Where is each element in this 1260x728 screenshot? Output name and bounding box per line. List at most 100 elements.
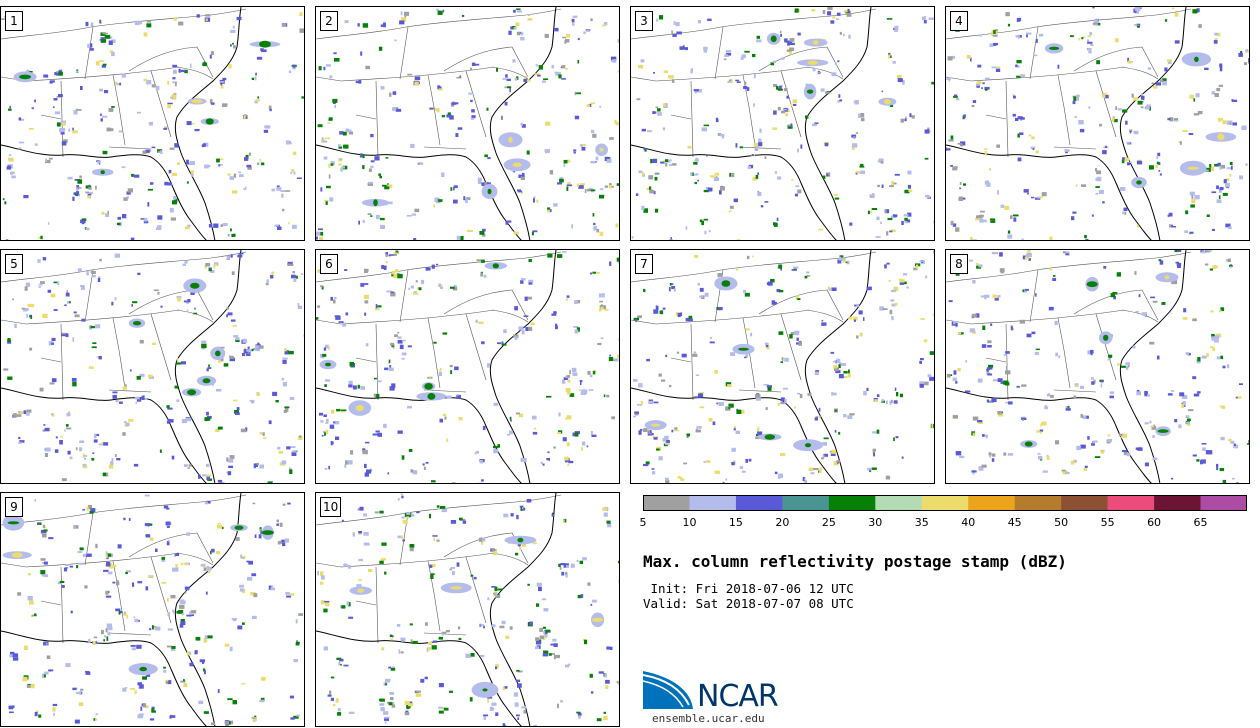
ncar-wordmark: NCAR <box>697 679 779 714</box>
state-boundary <box>108 632 152 636</box>
echo-pixel <box>406 215 412 217</box>
echo-pixel <box>187 467 190 469</box>
echo-pixel <box>887 217 893 221</box>
echo-pixel <box>41 674 44 679</box>
echo-pixel <box>518 683 521 687</box>
echo-pixel <box>619 338 620 340</box>
echo-pixel <box>994 297 999 301</box>
echo-pixel <box>1219 309 1222 313</box>
echo-pixel <box>1171 7 1175 10</box>
echo-pixel <box>163 505 169 509</box>
echo-pixel <box>1100 383 1103 388</box>
echo-pixel <box>1091 381 1095 385</box>
echo-pixel <box>1078 37 1081 41</box>
echo-pixel <box>449 364 453 368</box>
echo-pixel <box>201 340 207 344</box>
echo-pixel <box>985 434 988 439</box>
echo-pixel <box>1231 99 1238 102</box>
echo-pixel <box>136 644 142 649</box>
echo-pixel <box>319 581 324 585</box>
echo-pixel <box>76 691 82 694</box>
echo-pixel <box>847 373 851 378</box>
echo-pixel <box>590 272 592 275</box>
echo-pixel <box>260 162 265 166</box>
echo-pixel <box>34 143 38 146</box>
echo-pixel <box>1111 117 1115 122</box>
echo-cells <box>946 7 1249 240</box>
colorbar-segment <box>643 495 690 511</box>
echo-pixel <box>349 711 355 714</box>
echo-pixel <box>880 221 882 225</box>
echo-pixel <box>145 149 150 153</box>
echo-pixel <box>141 395 145 400</box>
echo-pixel <box>91 457 95 461</box>
echo-pixel <box>574 432 579 437</box>
echo-pixel <box>375 304 378 309</box>
echo-pixel <box>1155 82 1162 86</box>
echo-pixel <box>207 566 212 571</box>
echo-pixel <box>555 654 560 659</box>
echo-pixel <box>927 375 933 378</box>
echo-pixel <box>329 690 332 695</box>
echo-pixel <box>72 130 78 134</box>
echo-pixel <box>70 610 73 614</box>
echo-pixel <box>970 57 972 62</box>
echo-pixel <box>460 518 466 521</box>
echo-pixel <box>1038 455 1042 460</box>
echo-pixel <box>694 396 699 398</box>
echo-pixel <box>423 466 426 470</box>
echo-pixel <box>731 447 736 452</box>
state-boundary <box>176 309 214 323</box>
echo-pixel <box>152 625 154 630</box>
echo-pixel <box>647 130 652 133</box>
echo-pixel <box>773 84 777 87</box>
echo-pixel <box>72 687 77 691</box>
echo-pixel <box>1207 450 1213 455</box>
echo-pixel <box>107 631 111 636</box>
colorbar-segment <box>1200 495 1247 511</box>
echo-pixel <box>920 318 925 320</box>
echo-pixel <box>151 146 156 149</box>
echo-pixel <box>527 296 532 300</box>
echo-pixel <box>1122 157 1125 161</box>
echo-pixel <box>1225 223 1231 228</box>
echo-pixel <box>1218 188 1222 193</box>
echo-pixel <box>838 94 841 98</box>
echo-pixel <box>1036 196 1040 199</box>
echo-pixel <box>563 159 568 164</box>
echo-pixel <box>451 102 457 105</box>
echo-pixel <box>357 23 360 27</box>
echo-pixel <box>830 453 836 456</box>
echo-pixel <box>390 342 394 346</box>
echo-pixel <box>789 42 795 46</box>
echo-pixel <box>1137 447 1143 451</box>
echo-pixel <box>1123 452 1127 456</box>
echo-pixel <box>892 182 897 185</box>
echo-pixel <box>1092 7 1095 9</box>
echo-pixel <box>385 683 387 686</box>
echo-pixel <box>401 352 407 356</box>
echo-pixel <box>358 579 362 581</box>
state-boundary <box>1 319 27 325</box>
echo-pixel <box>521 124 526 128</box>
echo-pixel <box>1247 50 1249 53</box>
echo-pixel <box>590 603 593 606</box>
echo-pixel <box>235 412 240 415</box>
echo-pixel <box>904 118 907 122</box>
colorbar-outline <box>643 495 1247 511</box>
echo-pixel <box>372 433 378 436</box>
echo-pixel <box>591 434 597 437</box>
echo-pixel <box>54 72 59 76</box>
echo-pixel <box>226 306 229 310</box>
echo-pixel <box>438 88 443 91</box>
echo-pixel <box>577 712 582 716</box>
echo-pixel <box>582 143 586 146</box>
echo-pixel <box>182 263 186 266</box>
echo-pixel <box>215 428 220 432</box>
echo-pixel <box>552 638 557 642</box>
echo-pixel <box>81 220 86 224</box>
echo-pixel <box>1140 95 1145 100</box>
state-boundary <box>806 66 844 80</box>
echo-pixel <box>364 463 367 469</box>
echo-pixel <box>470 99 473 103</box>
